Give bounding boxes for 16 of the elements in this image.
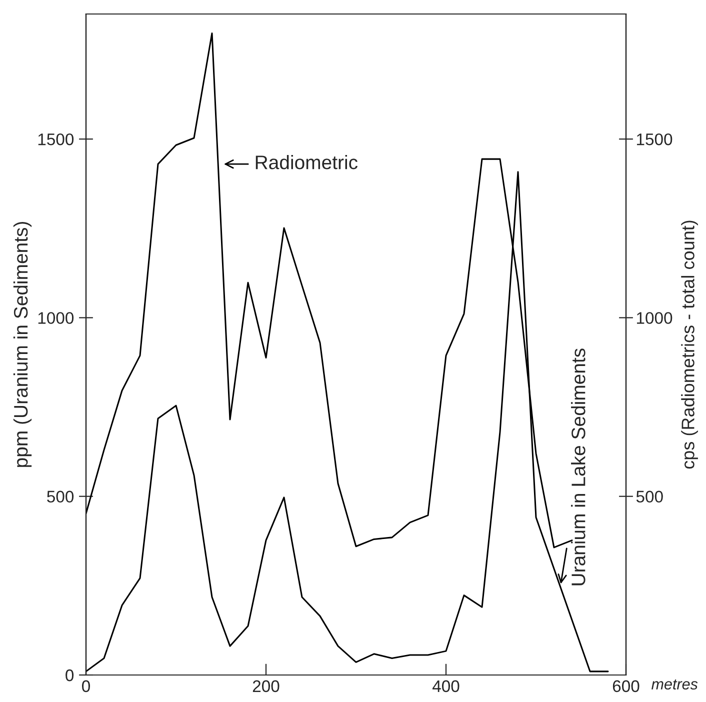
y-axis-title: ppm (Uranium in Sediments) bbox=[13, 222, 32, 467]
x-tick-label: 0 bbox=[82, 680, 90, 692]
y-tick-label: 1500 bbox=[38, 133, 74, 146]
y2-axis-title: cps (Radiometrics - total count) bbox=[681, 220, 698, 469]
y-tick-label: 1000 bbox=[38, 312, 74, 324]
x-tick-label: 400 bbox=[432, 680, 460, 692]
annotation: Radiometric bbox=[256, 155, 358, 170]
y2-tick-label: 1500 bbox=[636, 133, 672, 146]
x-axis-title: metres bbox=[652, 680, 698, 690]
y-tick-label: 500 bbox=[47, 490, 74, 503]
annotation: Uranium in Lake Sediments bbox=[571, 348, 586, 586]
y2-tick-label: 1000 bbox=[636, 312, 672, 324]
x-tick-label: 200 bbox=[252, 680, 280, 692]
x-tick-label: 600 bbox=[612, 680, 640, 692]
y2-tick-label: 500 bbox=[636, 490, 663, 503]
y-tick-label: 0 bbox=[66, 669, 74, 682]
